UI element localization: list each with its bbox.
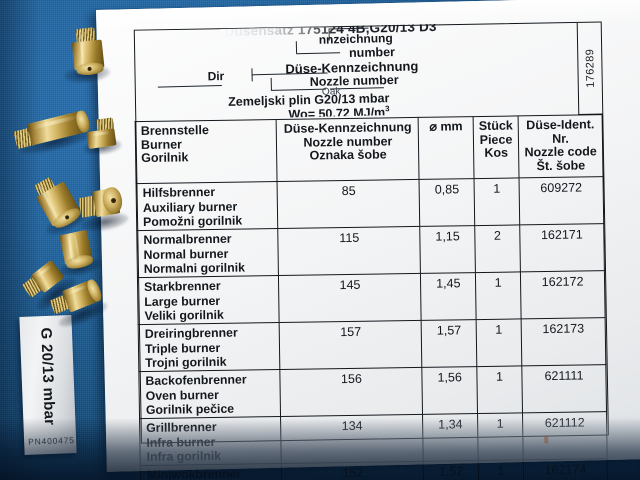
- burner-sl: Pomožni gorilnik: [143, 213, 243, 229]
- cell-nozzle-code: 609272: [519, 177, 604, 226]
- nozzle-3: [82, 116, 123, 157]
- diameter-value: 1,45: [436, 276, 461, 292]
- th-nozzle-sl: Oznaka šobe: [309, 147, 387, 163]
- cell-nozzle-number: 157: [279, 320, 423, 370]
- diameter-value: 1,15: [435, 229, 460, 245]
- cell-nozzle-code: 162172: [520, 271, 606, 320]
- cell-burner: Normalbrenner Normal burner Normalni gor…: [136, 228, 279, 278]
- th-burner: Brennstelle Burner Gorilnik: [135, 119, 278, 184]
- cell-burner: Dreiringbrenner Triple burner Trojni gor…: [138, 322, 281, 372]
- gas-pressure-text: G 20/13 mbar: [37, 327, 59, 426]
- header-dir-label: Dir: [207, 68, 225, 84]
- cell-diameter: 1,56: [422, 366, 478, 415]
- nozzle-code-value: 162173: [542, 321, 585, 337]
- diameter-value: 1,56: [437, 370, 462, 386]
- burner-sl: Gorilnik pečice: [145, 401, 235, 417]
- instruction-sheet: 176289 Düsensatz 175124 4B,G20/13 D3 nnz…: [96, 0, 640, 480]
- table-row: Normalbrenner Normal burner Normalni gor…: [136, 224, 605, 278]
- th-pieces: Stück Piece Kos: [473, 115, 520, 179]
- th-nozzle-number: Düse-Kennzeichnung Nozzle number Oznaka …: [276, 117, 420, 182]
- table-row: Backofenbrenner Oven burner Gorilnik peč…: [138, 365, 607, 419]
- nozzle-1: [63, 24, 113, 85]
- pieces-value: 2: [493, 229, 502, 244]
- th-code-sl: Št. šobe: [536, 158, 586, 173]
- cell-nozzle-number: 145: [278, 273, 422, 323]
- cell-diameter: 1,57: [421, 319, 477, 368]
- cell-pieces: 1: [475, 272, 522, 320]
- pieces-value: 1: [495, 370, 504, 385]
- diameter-value: 1,57: [436, 323, 462, 339]
- diameter-value: 0,85: [434, 182, 460, 198]
- cell-burner: Hilfsbrenner Auxiliary burner Pomožni go…: [136, 181, 279, 231]
- leader-line: [271, 88, 326, 92]
- table-row: Hilfsbrenner Auxiliary burner Pomožni go…: [136, 177, 604, 231]
- table-row: Dreiringbrenner Triple burner Trojni gor…: [138, 318, 606, 372]
- leader-line: [157, 85, 222, 88]
- cell-nozzle-code: 162173: [521, 318, 606, 367]
- burner-sl: Veliki gorilnik: [144, 307, 224, 323]
- table-row: Starkbrenner Large burner Veliki gorilni…: [137, 271, 606, 325]
- burner-sl: Normalni gorilnik: [143, 260, 246, 276]
- header-line-number: number: [348, 44, 396, 61]
- nozzle-number-value: 115: [339, 231, 360, 246]
- cell-pieces: 1: [476, 319, 522, 367]
- pieces-value: 1: [493, 182, 501, 197]
- leader-line: [295, 41, 298, 54]
- table-header-row: Brennstelle Burner Gorilnik Düse-Kennzei…: [135, 114, 604, 184]
- vertical-code-text: 176289: [583, 48, 597, 88]
- burner-sl: Trojni gorilnik: [145, 354, 227, 370]
- nozzle-number-value: 156: [340, 372, 362, 387]
- cell-burner: Starkbrenner Large burner Veliki gorilni…: [137, 275, 280, 325]
- th-pieces-de: Stück: [478, 118, 513, 134]
- cell-diameter: 1,45: [420, 272, 477, 321]
- nozzle-code-value: 162172: [541, 274, 584, 290]
- cell-nozzle-number: 115: [278, 226, 421, 276]
- th-code-de: Düse-Ident. Nr.: [526, 117, 595, 146]
- nozzle-code-value: 621111: [544, 368, 584, 384]
- leader-line: [251, 68, 254, 82]
- cell-nozzle-code: 621111: [521, 365, 607, 414]
- cell-pieces: 1: [474, 178, 520, 226]
- th-diameter: ⌀ mm: [418, 116, 475, 180]
- vertical-code-cell: 176289: [576, 22, 603, 115]
- cloth-shadow-bottom: [0, 418, 640, 480]
- pieces-value: 1: [494, 276, 502, 291]
- th-nozzle-code: Düse-Ident. Nr. Nozzle code Št. šobe: [518, 114, 604, 179]
- cell-nozzle-number: 85: [277, 179, 421, 229]
- th-pieces-sl: Kos: [484, 145, 509, 161]
- cell-nozzle-number: 156: [280, 367, 423, 417]
- cell-burner: Backofenbrenner Oven burner Gorilnik peč…: [138, 369, 281, 419]
- cell-pieces: 1: [476, 366, 523, 414]
- th-diameter-label: ⌀ mm: [429, 119, 463, 134]
- header-overlay-block: Düsensatz 175124 4B,G20/13 D3 nnzeichnun…: [133, 20, 579, 121]
- cell-diameter: 0,85: [419, 178, 475, 227]
- pieces-value: 1: [495, 323, 503, 338]
- nozzle-number-value: 157: [340, 325, 362, 340]
- nozzle-5: [77, 182, 130, 234]
- wobbe-exponent: 3: [384, 104, 390, 114]
- th-burner-sl: Gorilnik: [141, 150, 189, 166]
- nozzle-number-value: 145: [339, 278, 361, 293]
- cell-nozzle-code: 162171: [519, 224, 605, 273]
- leader-line: [296, 52, 341, 55]
- nozzle-number-value: 85: [341, 184, 356, 199]
- cell-diameter: 1,15: [420, 225, 476, 274]
- nozzle-code-value: 162171: [540, 227, 583, 243]
- nozzle-code-value: 609272: [540, 180, 583, 196]
- cell-pieces: 2: [474, 225, 521, 273]
